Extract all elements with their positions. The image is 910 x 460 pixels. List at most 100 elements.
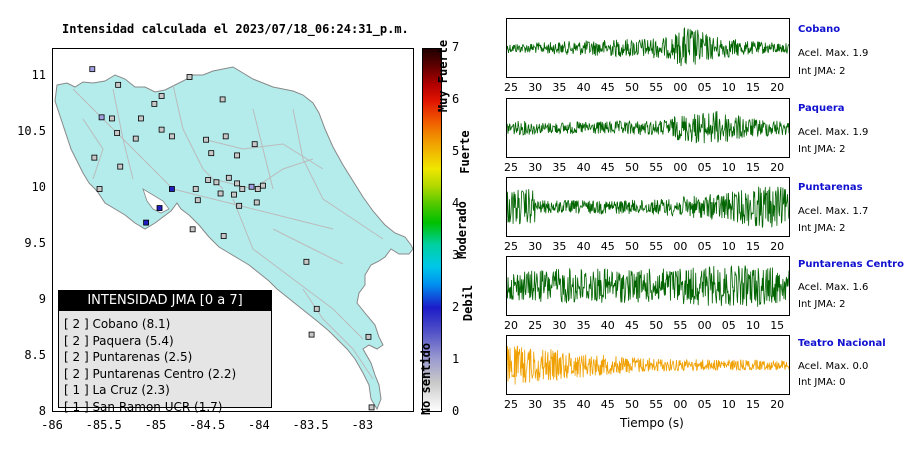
legend-row: [ 2 ] Puntarenas Centro (2.2) [64,366,237,381]
station-marker[interactable] [192,186,199,192]
station-marker[interactable] [169,133,175,140]
colorbar-tick-label: 1 [452,352,460,366]
legend-row: [ 2 ] Paquera (5.4) [64,333,174,348]
x-tick-label: -86 [41,418,63,432]
time-tick-label: 10 [721,398,736,411]
station-marker[interactable] [220,233,227,239]
station-jma: Int JMA: 2 [798,144,846,155]
time-tick-label: 10 [721,81,736,94]
waveform-panel [506,335,790,395]
station-marker[interactable] [203,136,209,143]
station-marker[interactable] [248,183,255,190]
station-marker[interactable] [194,197,201,204]
station-marker[interactable] [91,154,98,161]
station-marker[interactable] [251,141,258,148]
colorbar-tick-label: 3 [452,248,460,262]
station-marker[interactable] [303,258,310,265]
time-tick-label: 45 [600,161,615,174]
station-marker[interactable] [225,174,232,181]
station-marker[interactable] [234,180,241,187]
station-marker[interactable] [222,133,229,140]
station-marker[interactable] [260,182,266,189]
station-marker[interactable] [98,114,105,121]
time-tick-label: 10 [721,161,736,174]
station-marker[interactable] [143,219,149,226]
station-marker[interactable] [151,100,158,107]
time-tick-label: 10 [721,240,736,253]
station-marker[interactable] [213,179,220,186]
waveform-trace [506,110,790,144]
time-tick-label: 15 [746,161,760,174]
station-marker[interactable] [156,205,163,211]
time-tick-label: 20 [770,240,785,253]
station-marker[interactable] [189,226,196,233]
station-marker[interactable] [254,186,261,192]
station-marker[interactable] [158,126,165,133]
station-acel: Acel. Max. 1.9 [798,127,869,138]
time-tick-label: 40 [576,81,591,94]
station-marker[interactable] [158,93,165,99]
waveform-trace [506,27,790,67]
time-tick-label: 15 [746,240,760,253]
station-marker[interactable] [208,150,215,157]
station-acel: Acel. Max. 1.9 [798,48,869,59]
station-marker[interactable] [239,186,246,192]
colorbar-tick-label: 4 [452,196,460,210]
station-marker[interactable] [132,135,139,142]
x-tick-label: -85 [144,418,167,432]
intensity-legend: INTENSIDAD JMA [0 a 7] [ 2 ] Cobano (8.1… [58,290,272,414]
waveform-svg [506,265,790,307]
station-marker[interactable] [89,66,96,73]
time-tick-label: 45 [600,81,615,94]
station-jma: Int JMA: 2 [798,223,846,234]
x-tick-label: -84.5 [189,418,226,432]
station-marker[interactable] [217,190,224,197]
waveform-panel [506,177,790,237]
waveform-svg [506,27,790,67]
station-marker[interactable] [253,199,260,206]
station-marker[interactable] [236,202,243,209]
station-marker[interactable] [115,81,122,88]
time-tick-label: 35 [552,398,567,411]
time-tick-label: 35 [552,81,567,94]
colorbar-tick-label: 6 [452,92,460,106]
x-tick-label: -83.5 [292,418,329,432]
waveform-panel [506,98,790,158]
station-marker[interactable] [219,96,226,103]
station-marker[interactable] [205,177,212,183]
station-marker[interactable] [365,333,372,340]
map-svg [54,66,413,411]
station-name: Puntarenas [798,182,863,193]
station-marker[interactable] [96,186,103,192]
legend-row: [ 1 ] La Cruz (2.3) [64,383,170,397]
time-tick-label: 35 [576,319,591,332]
station-marker[interactable] [117,163,124,170]
station-marker[interactable] [308,331,315,338]
time-tick-label: 50 [625,161,639,174]
time-tick-label: 40 [600,319,615,332]
time-tick-label: 15 [746,398,760,411]
station-marker[interactable] [313,305,320,312]
time-tick-label: 05 [697,240,712,253]
station-marker[interactable] [186,74,193,80]
station-jma: Int JMA: 0 [798,377,846,388]
station-marker[interactable] [368,404,375,411]
time-tick-label: 00 [673,398,688,411]
waveform-panel [506,18,790,78]
station-marker[interactable] [114,130,121,136]
time-tick-label: 25 [504,240,518,253]
time-tick-label: 25 [504,398,518,411]
station-marker[interactable] [138,115,144,122]
y-tick-label: 9 [38,292,46,306]
legend-row: [ 1 ] San Ramon UCR (1.7) [64,399,223,414]
time-tick-label: 50 [625,81,639,94]
colorbar-label-debil: Debil [461,284,475,322]
time-tick-label: 20 [770,161,785,174]
station-marker[interactable] [109,115,115,122]
station-marker[interactable] [231,191,237,198]
time-tick-label: 55 [649,398,664,411]
station-marker[interactable] [169,186,175,192]
station-jma: Int JMA: 2 [798,299,846,310]
stations-layer [89,66,375,411]
station-marker[interactable] [234,152,241,159]
